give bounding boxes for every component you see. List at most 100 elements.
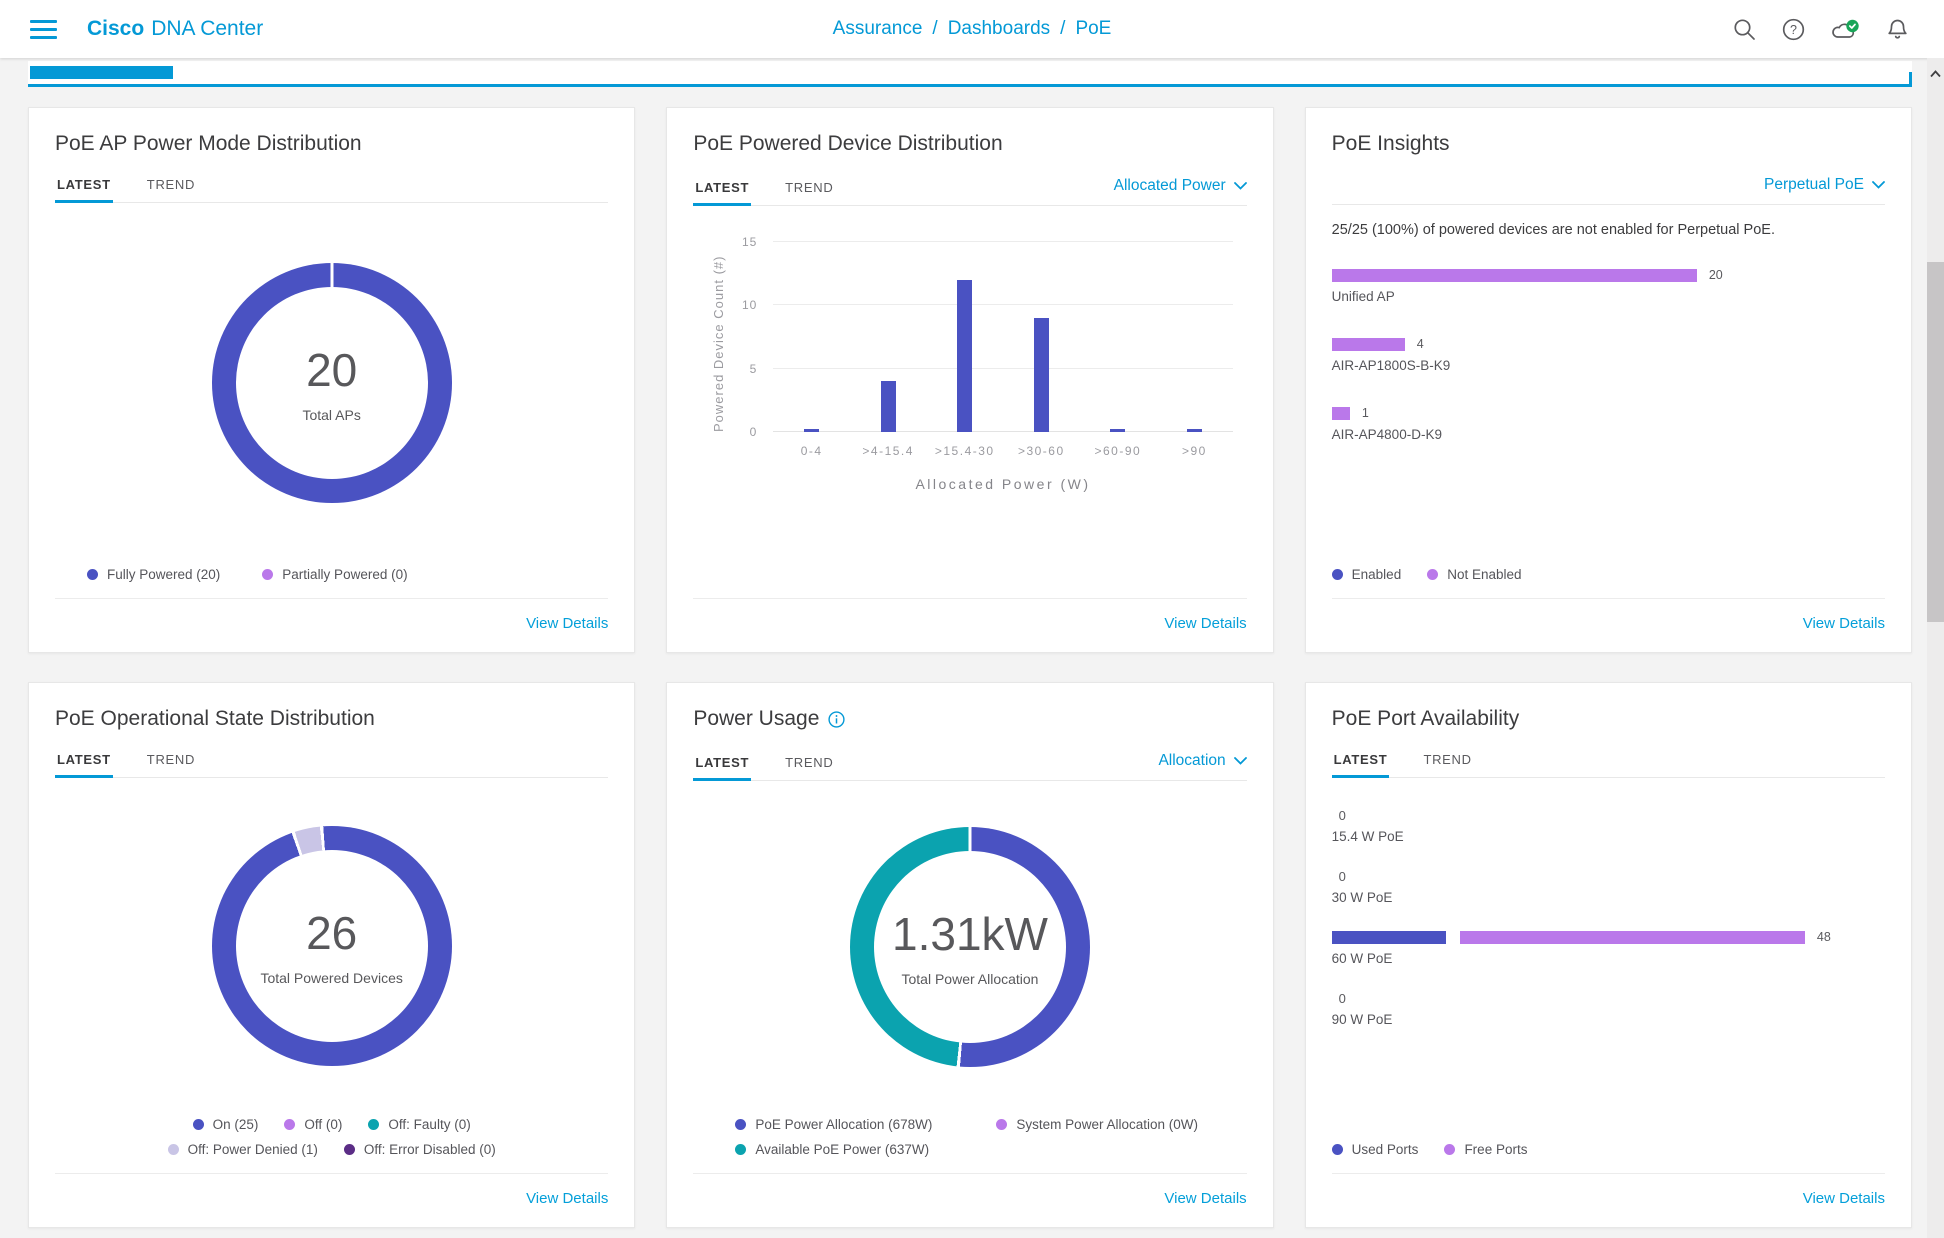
view-details-link[interactable]: View Details	[526, 615, 609, 632]
bar-value-zero: 0	[1338, 807, 1346, 823]
breadcrumb: Assurance / Dashboards / PoE	[833, 18, 1112, 40]
allocation-dropdown[interactable]: Allocation	[1158, 752, 1247, 780]
legend-item[interactable]: System Power Allocation (0W)	[996, 1117, 1198, 1132]
breadcrumb-dashboards[interactable]: Dashboards	[947, 18, 1051, 39]
tab-trend[interactable]: TREND	[785, 755, 834, 770]
help-icon[interactable]: ?	[1781, 17, 1806, 42]
view-details-link[interactable]: View Details	[1802, 1190, 1885, 1207]
bar-column	[1156, 242, 1233, 432]
bar-column	[773, 242, 850, 432]
perpetual-poe-dropdown[interactable]: Perpetual PoE	[1764, 176, 1885, 204]
info-icon[interactable]	[828, 710, 845, 728]
x-tick-label: 0-4	[800, 444, 823, 458]
breadcrumb-poe[interactable]: PoE	[1075, 18, 1112, 39]
legend-dot	[1331, 1144, 1343, 1155]
bar	[1331, 337, 1405, 351]
breadcrumb-assurance[interactable]: Assurance	[832, 18, 923, 39]
tab-bar: LATEST TREND	[1331, 752, 1885, 778]
legend-item[interactable]: On (25)	[192, 1117, 258, 1132]
legend-item[interactable]: Available PoE Power (637W)	[735, 1142, 929, 1157]
bar-label: Unified AP	[1331, 289, 1395, 304]
tab-trend[interactable]: TREND	[1423, 752, 1472, 767]
legend-item[interactable]: Off: Faulty (0)	[368, 1117, 471, 1132]
tab-trend[interactable]: TREND	[146, 177, 196, 192]
brand-cisco: Cisco	[87, 17, 145, 40]
notifications-bell-icon[interactable]	[1885, 17, 1910, 42]
legend-item[interactable]: Off (0)	[284, 1117, 342, 1132]
svg-text:?: ?	[1790, 23, 1797, 37]
legend-dot	[368, 1119, 380, 1130]
card-poe-ap-power-mode-distribution: PoE AP Power Mode Distribution LATEST TR…	[28, 107, 636, 653]
hamburger-menu-icon[interactable]	[30, 19, 57, 39]
vertical-scrollbar-thumb[interactable]	[1927, 262, 1944, 622]
scrollbar-up-arrow-icon[interactable]	[1927, 58, 1944, 88]
legend-item[interactable]: Not Enabled	[1427, 567, 1522, 582]
dropdown-label: Allocation	[1158, 752, 1226, 769]
legend-item[interactable]: Fully Powered (20)	[87, 567, 220, 582]
used-ports-bar	[1331, 930, 1447, 944]
allocated-power-dropdown[interactable]: Allocated Power	[1114, 177, 1247, 205]
tab-latest[interactable]: LATEST	[1331, 752, 1390, 778]
horizontal-scrollbar-thumb[interactable]	[30, 66, 173, 79]
legend-item[interactable]: Enabled	[1331, 567, 1401, 582]
card-title: PoE AP Power Mode Distribution	[55, 132, 362, 155]
donut-center-label: Total APs	[302, 407, 361, 423]
donut-center: 26 Total Powered Devices	[212, 826, 452, 1066]
tab-latest[interactable]: LATEST	[55, 752, 113, 778]
tab-trend[interactable]: TREND	[785, 180, 834, 195]
bar-chart: Powered Device Count (#) 0 5 10 15 0-4 >4-15.4…	[693, 206, 1246, 598]
legend-item[interactable]: Partially Powered (0)	[262, 567, 408, 582]
vertical-scrollbar[interactable]	[1927, 58, 1944, 1238]
legend-item[interactable]: PoE Power Allocation (678W)	[735, 1117, 932, 1132]
donut-chart-area: 20 Total APs	[55, 203, 608, 563]
insight-bar-row: 20 Unified AP	[1331, 268, 1885, 304]
horizontal-scrollbar[interactable]	[28, 61, 1912, 87]
legend-dot	[996, 1119, 1008, 1130]
tab-latest[interactable]: LATEST	[55, 177, 113, 203]
legend-label: Available PoE Power (637W)	[755, 1142, 930, 1157]
card-poe-insights: PoE Insights Perpetual PoE 25/25 (100%) …	[1304, 107, 1912, 653]
donut-center: 20 Total APs	[212, 263, 452, 503]
donut-center-value: 1.31kW	[892, 908, 1048, 960]
view-details-link[interactable]: View Details	[1802, 615, 1885, 632]
chevron-down-icon	[1872, 181, 1885, 189]
gridline	[773, 304, 1233, 306]
x-axis-labels: 0-4 >4-15.4 >15.4-30 >30-60 >60-90 >90	[773, 444, 1232, 458]
bar-column	[1080, 242, 1157, 432]
bar	[1033, 318, 1049, 432]
view-details-link[interactable]: View Details	[1164, 1190, 1247, 1207]
free-ports-bar	[1460, 930, 1805, 944]
legend-item[interactable]: Off: Power Denied (1)	[167, 1142, 318, 1157]
legend-row: Off: Power Denied (1) Off: Error Disabled…	[55, 1142, 608, 1157]
plot-area: 0 5 10 15	[742, 235, 1233, 439]
bar-line: 4	[1331, 337, 1885, 351]
y-axis-label: Powered Device Count (#)	[711, 255, 727, 432]
legend-dot	[1444, 1144, 1456, 1155]
bar-value: 4	[1416, 337, 1424, 351]
view-details-link[interactable]: View Details	[1164, 615, 1247, 632]
search-icon[interactable]	[1732, 17, 1757, 42]
cloud-status-icon[interactable]	[1830, 17, 1861, 42]
bar-value: 1	[1361, 406, 1369, 420]
legend-item[interactable]: Free Ports	[1444, 1142, 1527, 1157]
tab-bar: LATEST TREND	[55, 752, 609, 778]
tab-latest[interactable]: LATEST	[693, 180, 751, 206]
bar-label: 60 W PoE	[1331, 951, 1393, 966]
card-footer: View Details	[55, 598, 609, 632]
view-details-link[interactable]: View Details	[526, 1190, 609, 1207]
bar-line: 0	[1332, 869, 1885, 884]
tab-latest[interactable]: LATEST	[693, 755, 751, 781]
chart-legend: Used Ports Free Ports	[1331, 1142, 1885, 1157]
bar	[1110, 429, 1126, 432]
legend-label: Off: Power Denied (1)	[187, 1142, 318, 1157]
bar-line: 48	[1331, 930, 1885, 944]
port-availability-row: 0 90 W PoE	[1332, 991, 1885, 1028]
app-title: Cisco DNA Center	[87, 17, 263, 41]
legend-item[interactable]: Off: Error Disabled (0)	[343, 1142, 496, 1157]
legend-item[interactable]: Used Ports	[1331, 1142, 1418, 1157]
card-poe-operational-state-distribution: PoE Operational State Distribution LATES…	[28, 682, 636, 1228]
tab-trend[interactable]: TREND	[146, 752, 196, 767]
control-row: Perpetual PoE	[1331, 176, 1885, 205]
card-title: Power Usage	[693, 707, 1246, 731]
y-tick-label: 5	[749, 361, 758, 376]
